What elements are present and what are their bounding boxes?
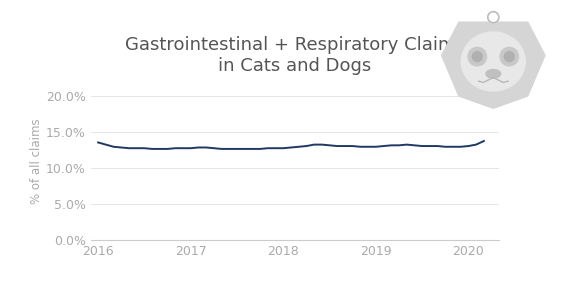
Ellipse shape [486,69,501,78]
Circle shape [500,47,518,66]
Y-axis label: % of all claims: % of all claims [30,118,43,204]
Ellipse shape [462,32,525,91]
Circle shape [488,12,499,23]
Circle shape [472,52,482,62]
Circle shape [505,52,514,62]
Circle shape [468,47,486,66]
Polygon shape [442,22,545,108]
Title: Gastrointestinal + Respiratory Claims
in Cats and Dogs: Gastrointestinal + Respiratory Claims in… [125,36,465,75]
